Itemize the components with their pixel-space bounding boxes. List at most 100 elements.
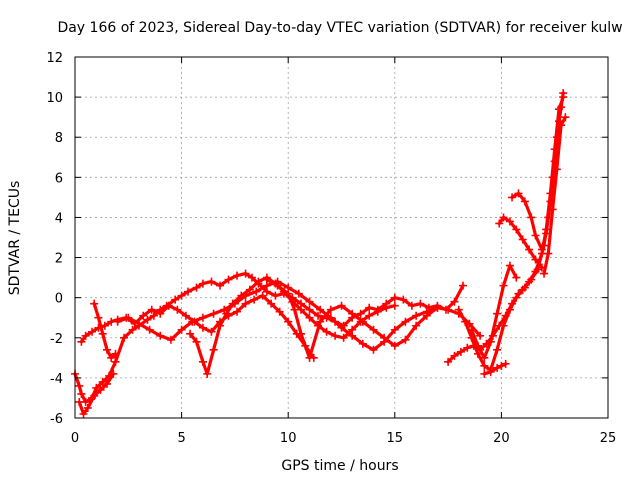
x-tick-label: 10 xyxy=(280,431,297,446)
data-point-marker xyxy=(96,385,105,394)
data-point-marker xyxy=(540,269,549,278)
data-point-marker xyxy=(79,409,88,418)
data-point-marker xyxy=(198,357,207,366)
data-point-marker xyxy=(258,291,267,300)
data-point-marker xyxy=(228,299,237,308)
data-point-marker xyxy=(98,329,107,338)
data-point-marker xyxy=(109,369,118,378)
y-tick-label: 6 xyxy=(55,171,63,186)
series-track-a xyxy=(73,272,465,404)
data-point-marker xyxy=(467,325,476,334)
data-point-marker xyxy=(111,349,120,358)
data-point-marker xyxy=(390,325,399,334)
data-point-marker xyxy=(548,205,557,214)
x-tick-label: 0 xyxy=(71,431,79,446)
data-point-marker xyxy=(561,113,570,122)
data-point-marker xyxy=(183,287,192,296)
y-tick-label: 12 xyxy=(46,51,63,66)
data-point-marker xyxy=(326,305,335,314)
data-point-marker xyxy=(399,295,408,304)
data-point-marker xyxy=(326,313,335,322)
data-point-marker xyxy=(241,299,250,308)
data-point-marker xyxy=(203,369,212,378)
data-point-marker xyxy=(241,269,250,278)
data-point-marker xyxy=(531,267,540,276)
data-point-marker xyxy=(128,325,137,334)
data-point-marker xyxy=(416,299,425,308)
data-point-marker xyxy=(505,217,514,226)
x-tick-label: 5 xyxy=(177,431,185,446)
data-point-marker xyxy=(390,341,399,350)
data-point-marker xyxy=(143,315,152,324)
data-point-marker xyxy=(171,295,180,304)
data-point-marker xyxy=(275,307,284,316)
data-point-marker xyxy=(207,327,216,336)
data-point-marker xyxy=(267,299,276,308)
data-point-marker xyxy=(102,379,111,388)
data-point-marker xyxy=(505,305,514,314)
data-point-marker xyxy=(499,213,508,222)
data-point-marker xyxy=(486,337,495,346)
data-point-marker xyxy=(537,245,546,254)
y-axis-title: SDTVAR / TECUs xyxy=(7,181,23,296)
data-point-marker xyxy=(518,285,527,294)
data-point-marker xyxy=(512,225,521,234)
data-point-marker xyxy=(198,313,207,322)
data-point-marker xyxy=(294,289,303,298)
data-point-marker xyxy=(209,345,218,354)
data-point-marker xyxy=(499,321,508,330)
data-point-marker xyxy=(493,363,502,372)
data-point-marker xyxy=(198,323,207,332)
data-point-marker xyxy=(305,353,314,362)
data-point-marker xyxy=(444,357,453,366)
data-point-marker xyxy=(98,377,107,386)
data-point-marker xyxy=(90,391,99,400)
data-point-marker xyxy=(166,335,175,344)
data-point-marker xyxy=(220,305,229,314)
x-axis-title: GPS time / hours xyxy=(281,458,398,474)
data-point-marker xyxy=(284,317,293,326)
data-point-marker xyxy=(107,353,116,362)
data-point-marker xyxy=(512,273,521,282)
data-point-marker xyxy=(77,337,86,346)
data-point-marker xyxy=(134,319,143,328)
y-tick-label: 8 xyxy=(55,131,63,146)
data-point-marker xyxy=(433,303,442,312)
data-point-marker xyxy=(198,279,207,288)
data-point-marker xyxy=(77,389,86,398)
series-track-e xyxy=(265,278,439,360)
plot-area-frame xyxy=(74,56,609,419)
data-point-marker xyxy=(473,341,482,350)
series-layer xyxy=(71,89,570,418)
data-point-marker xyxy=(373,307,382,316)
data-point-marker xyxy=(192,283,201,292)
data-point-marker xyxy=(480,369,489,378)
data-point-marker xyxy=(557,121,566,130)
data-point-marker xyxy=(520,197,529,206)
data-point-marker xyxy=(480,361,489,370)
data-point-marker xyxy=(316,305,325,314)
data-point-marker xyxy=(401,317,410,326)
data-point-marker xyxy=(322,327,331,336)
data-point-marker xyxy=(480,353,489,362)
data-point-marker xyxy=(111,357,120,366)
data-point-marker xyxy=(173,305,182,314)
data-point-marker xyxy=(233,271,242,280)
data-point-marker xyxy=(316,317,325,326)
data-point-marker xyxy=(358,317,367,326)
data-point-marker xyxy=(450,351,459,360)
data-point-marker xyxy=(75,381,84,390)
data-point-marker xyxy=(348,309,357,318)
data-point-marker xyxy=(380,333,389,342)
axis-ticks: 0 5 10 15 20 25 -6 -4 -2 0 2 4 6 8 10 12 xyxy=(46,51,616,446)
data-point-marker xyxy=(314,311,323,320)
data-point-marker xyxy=(356,309,365,318)
data-point-marker xyxy=(305,313,314,322)
data-point-marker xyxy=(147,305,156,314)
data-point-marker xyxy=(139,311,148,320)
data-point-marker xyxy=(209,309,218,318)
data-point-marker xyxy=(456,347,465,356)
data-point-marker xyxy=(337,301,346,310)
data-point-marker xyxy=(245,285,254,294)
